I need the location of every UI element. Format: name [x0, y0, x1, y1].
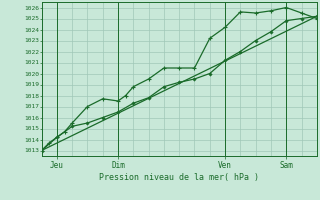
X-axis label: Pression niveau de la mer( hPa ): Pression niveau de la mer( hPa ): [99, 173, 259, 182]
